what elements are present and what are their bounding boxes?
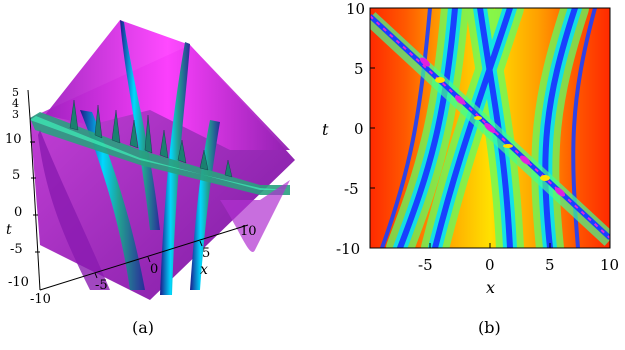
t-tick-label: 0	[14, 205, 23, 220]
surface-ridge	[80, 110, 145, 290]
z-axis	[27, 89, 31, 119]
x-tick-label: 0	[150, 262, 159, 277]
surface-3d-plot	[27, 20, 295, 300]
caption-b: (b)	[478, 318, 501, 337]
x-tick-label: 5	[202, 246, 211, 261]
y-tick-label: 10	[346, 0, 366, 18]
caption-a: (a)	[132, 318, 155, 337]
surface-ridge	[190, 120, 220, 290]
x-tick-label: 5	[545, 256, 555, 274]
surface-spikes	[69, 99, 233, 178]
surface-wall	[45, 20, 290, 150]
x-tick-label: -5	[95, 278, 108, 293]
z-tick-label: 4	[12, 97, 19, 110]
x-tick-label: 0	[485, 256, 495, 274]
t-tick-label: -10	[8, 275, 29, 290]
y-tick-label: -5	[344, 180, 359, 198]
breather-peaks	[420, 57, 565, 197]
x-axis-label: x	[486, 278, 496, 297]
t-axis-label: t	[6, 222, 12, 238]
x-tick-label: -5	[418, 256, 433, 274]
panel-b: 10 5 0 -5 -10 t -5 0 5 10 x (b)	[320, 0, 625, 350]
x-axis	[39, 224, 249, 291]
x-axis-label: x	[200, 262, 208, 278]
density-plot	[369, 7, 611, 249]
surface-shadow	[38, 130, 110, 290]
panel-a: 5 4 3 10 5 0 -5 -10 t -10 -5 0 5 10 x (a…	[0, 0, 300, 350]
t-tick-label: 10	[5, 132, 22, 147]
x-tick-label: 10	[600, 256, 620, 274]
x-tick-label: -10	[30, 292, 51, 307]
y-axis-label: t	[322, 120, 329, 139]
t-axis	[29, 117, 41, 291]
y-tick-label: -10	[336, 240, 361, 258]
t-tick-label: 5	[12, 168, 21, 183]
y-tick-label: 0	[354, 120, 364, 138]
z-tick-label: 5	[12, 86, 19, 99]
surface-diagonal-wave	[30, 112, 290, 195]
surface-ridge	[120, 20, 160, 230]
z-tick-label: 3	[12, 108, 19, 121]
y-tick-label: 5	[354, 60, 364, 78]
t-tick-label: -5	[10, 242, 23, 257]
x-tick-label: 10	[240, 224, 257, 239]
surface-shadow	[220, 180, 290, 252]
